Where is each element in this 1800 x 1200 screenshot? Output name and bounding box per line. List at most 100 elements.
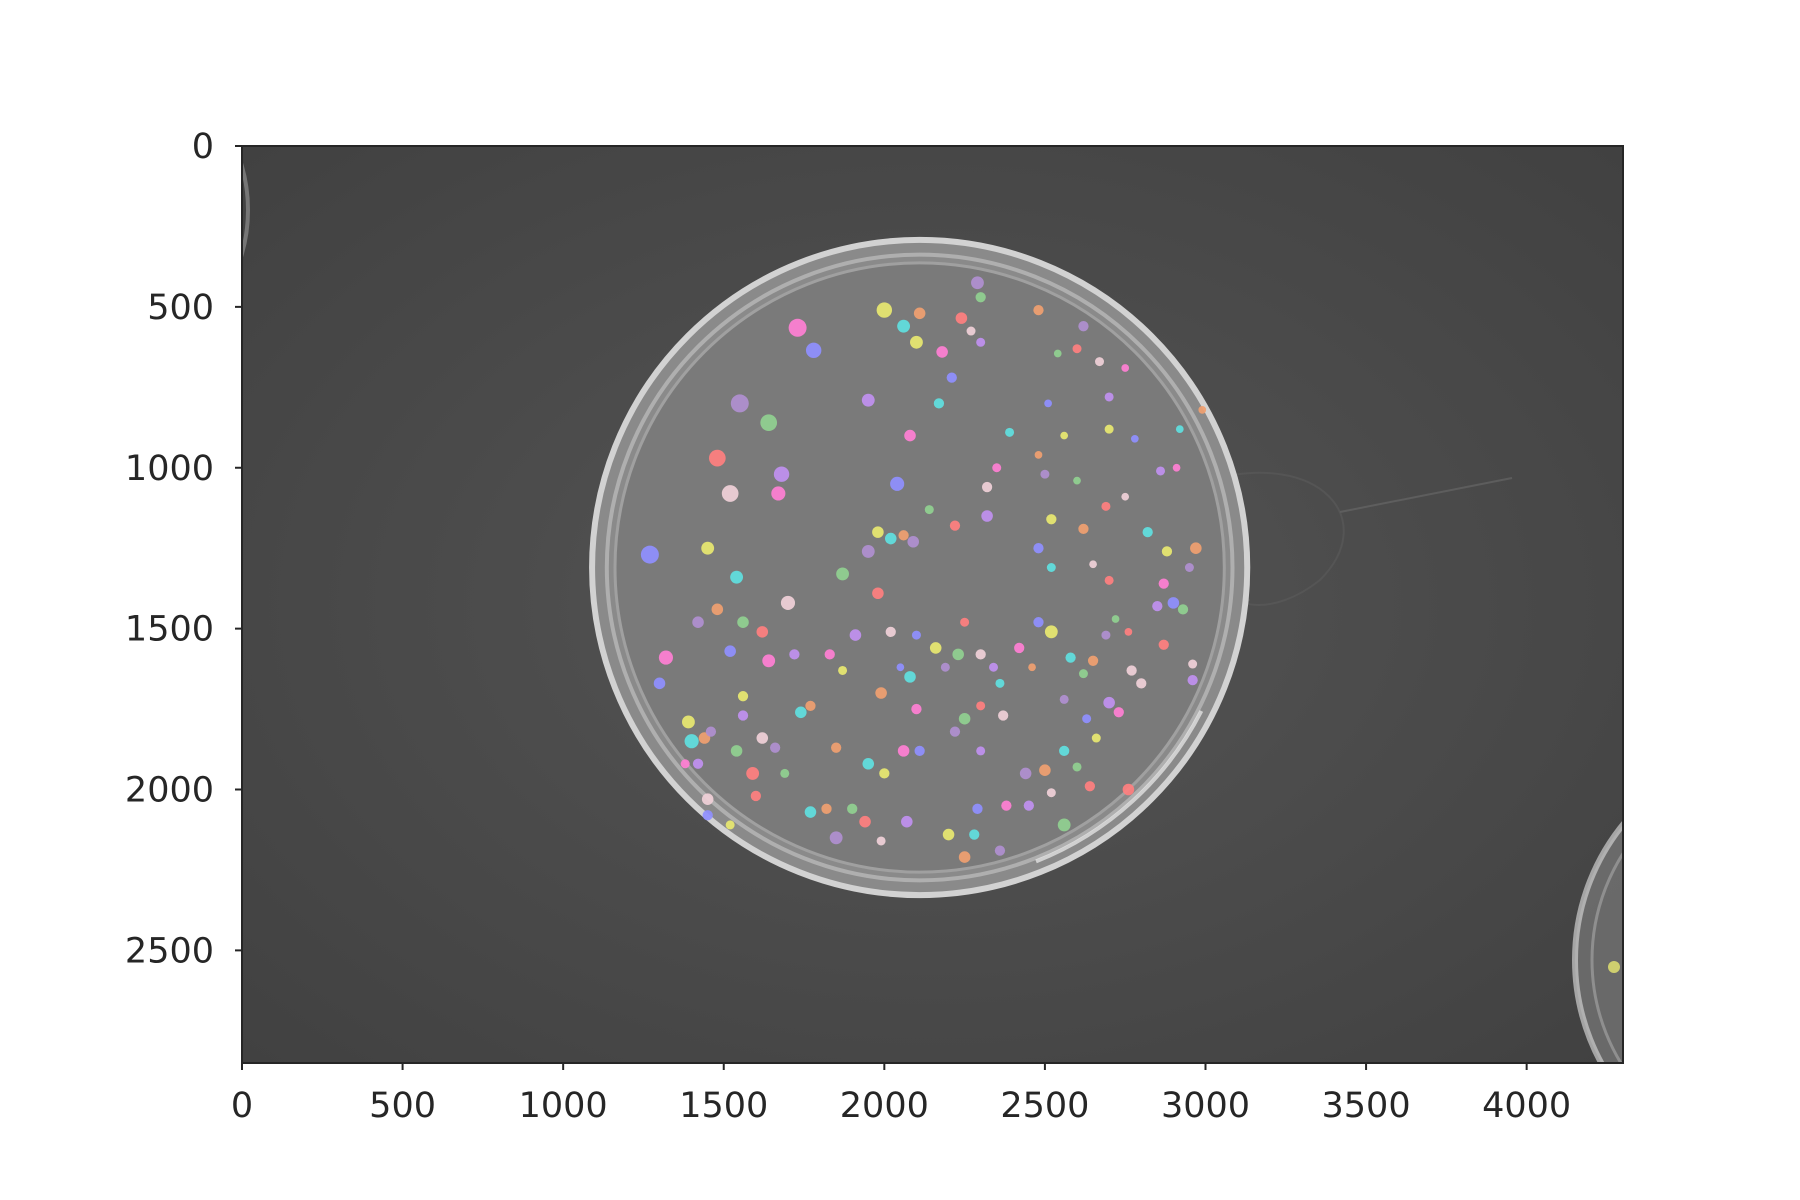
colony-marker — [971, 276, 984, 290]
x-tick-label: 2000 — [840, 1086, 929, 1126]
colony-marker — [1023, 800, 1034, 811]
colony-marker — [1152, 600, 1163, 612]
colony-marker — [1103, 696, 1115, 709]
colony-marker — [1046, 788, 1056, 798]
surface-scratch — [1339, 477, 1513, 513]
colony-marker — [737, 616, 749, 628]
x-tick-label: 1000 — [519, 1086, 608, 1126]
colony-marker — [681, 715, 695, 729]
colony-marker — [1034, 451, 1043, 459]
x-tick-label: 4000 — [1482, 1086, 1571, 1126]
surface-scratch — [1209, 471, 1345, 606]
colony-marker — [875, 687, 887, 699]
colony-marker — [1040, 469, 1050, 479]
colony-marker — [946, 372, 957, 383]
colony-marker — [701, 793, 714, 805]
colony-marker — [684, 734, 699, 749]
colony-marker — [831, 742, 842, 753]
colony-marker — [769, 742, 781, 753]
colony-marker — [721, 485, 739, 502]
colony-marker — [824, 649, 835, 660]
y-axis: 0 500 1000 1500 2000 2500 — [125, 127, 242, 971]
colony-marker — [702, 810, 713, 821]
colony-marker — [876, 836, 886, 846]
colony-marker — [705, 726, 717, 737]
plot-frame — [241, 145, 1624, 1064]
colony-marker — [913, 307, 926, 320]
colony-marker — [1113, 707, 1124, 718]
colony-marker — [992, 463, 1002, 473]
partial-dish-top-left — [242, 159, 250, 261]
y-tick-label: 1000 — [125, 449, 214, 489]
colony-marker — [976, 746, 986, 756]
colony-marker — [1184, 563, 1194, 572]
colony-marker — [1122, 783, 1135, 796]
colony-marker — [898, 530, 909, 541]
colony-marker — [1019, 767, 1032, 780]
colony-marker — [1158, 578, 1169, 589]
colony-marker — [1188, 659, 1198, 669]
colony-marker — [724, 645, 736, 657]
colony-marker — [1072, 762, 1082, 772]
colony-marker — [1078, 523, 1089, 535]
colony-marker — [1065, 652, 1076, 663]
x-axis: 0 500 1000 1500 2000 2500 3000 3500 4000 — [231, 1063, 1571, 1126]
colony-marker — [1156, 466, 1166, 476]
colony-marker — [780, 768, 790, 778]
colony-marker — [904, 429, 916, 442]
colony-marker — [1044, 399, 1052, 408]
colony-marker — [1187, 674, 1198, 686]
colony-marker — [773, 466, 790, 482]
colony-marker — [975, 292, 986, 303]
colony-overlay — [640, 276, 1207, 863]
colony-marker — [1198, 405, 1207, 414]
colony-marker — [804, 806, 817, 818]
colony-marker — [907, 535, 920, 548]
x-tick-label: 0 — [231, 1086, 253, 1126]
colony-marker — [711, 603, 724, 616]
colony-marker — [1082, 714, 1092, 724]
colony-marker — [730, 394, 749, 413]
colony-marker — [1059, 745, 1070, 757]
colony-marker — [1142, 526, 1153, 538]
colony-marker — [1053, 349, 1062, 358]
colony-marker — [911, 703, 922, 715]
colony-marker — [885, 626, 896, 637]
x-tick-label: 3000 — [1161, 1086, 1250, 1126]
colony-marker — [849, 629, 862, 641]
colony-marker — [1190, 542, 1202, 554]
colony-marker — [680, 759, 690, 769]
colony-marker — [737, 710, 749, 721]
colony-marker — [1161, 546, 1173, 557]
colony-marker — [872, 587, 884, 600]
colony-marker — [933, 398, 945, 409]
colony-marker — [1005, 427, 1015, 437]
y-tick-label: 500 — [147, 288, 214, 328]
colony-marker — [1158, 639, 1169, 650]
colony-marker — [762, 654, 776, 668]
colony-marker — [989, 662, 999, 672]
colony-marker — [910, 335, 923, 349]
colony-marker — [1033, 543, 1044, 554]
colony-marker — [760, 414, 778, 432]
colony-marker — [1089, 560, 1097, 569]
colony-marker — [821, 803, 832, 814]
colony-marker — [1072, 344, 1082, 354]
colony-marker — [658, 650, 674, 665]
colony-marker — [904, 671, 916, 683]
colony-marker — [960, 617, 970, 627]
colony-marker — [1060, 431, 1069, 440]
colony-marker — [838, 665, 848, 675]
colony-marker — [805, 700, 816, 711]
colony-marker — [861, 393, 875, 407]
colony-marker — [737, 691, 749, 702]
y-tick-label: 2000 — [125, 771, 214, 811]
colony-marker — [1167, 597, 1180, 609]
colony-marker — [750, 790, 761, 802]
colony-marker — [805, 342, 822, 359]
colony-marker — [730, 570, 744, 584]
colony-marker — [872, 526, 884, 538]
colony-marker — [1121, 364, 1130, 372]
colony-marker — [958, 712, 971, 725]
colony-marker — [1095, 357, 1105, 367]
